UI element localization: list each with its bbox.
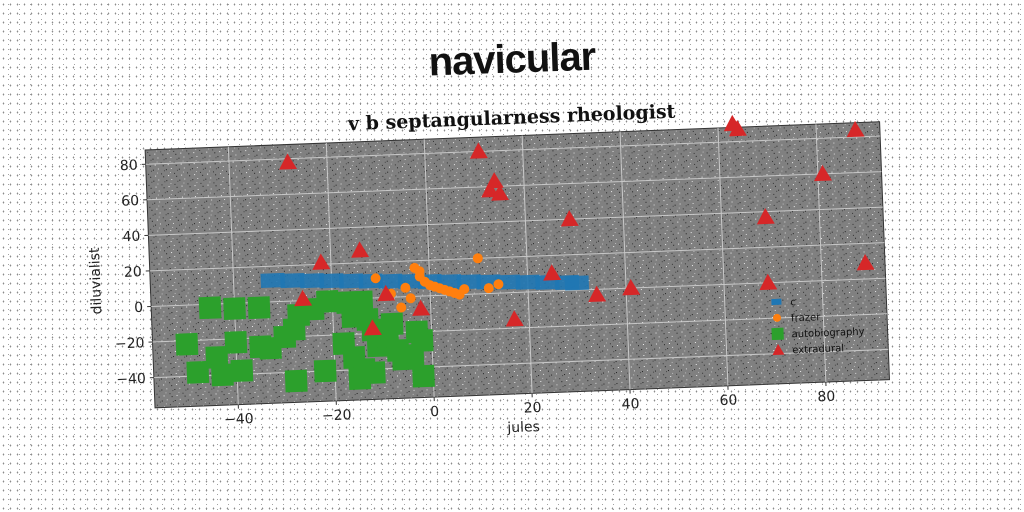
x-gridline	[717, 127, 729, 386]
x-tick-label: −20	[322, 407, 352, 424]
series-c-point	[338, 273, 364, 289]
legend-label: autobiography	[791, 327, 864, 341]
series-frazer-point	[414, 266, 425, 277]
x-axis-label: jules	[506, 419, 540, 436]
y-tick-label: −40	[116, 371, 146, 388]
x-tick-label: 20	[523, 400, 541, 417]
plot-area	[144, 121, 891, 409]
series-frazer-point	[493, 279, 504, 290]
series-extradural-point	[412, 299, 431, 316]
series-c-point	[260, 272, 285, 288]
y-tick-label: 20	[124, 264, 142, 281]
legend-marker-extradural	[772, 343, 785, 356]
series-autobiography-point	[247, 296, 271, 320]
series-autobiography-point	[223, 297, 246, 321]
series-frazer-point	[396, 302, 407, 313]
series-extradural-point	[279, 153, 298, 170]
y-gridline	[153, 348, 889, 379]
series-autobiography-point	[410, 329, 434, 352]
y-tick-label: −20	[115, 335, 145, 352]
y-tick-label: 80	[120, 158, 138, 175]
series-c-point	[280, 272, 305, 289]
series-extradural-point	[728, 120, 747, 137]
chart-title: v b septangularness rheologist	[347, 101, 676, 136]
y-tick-label: 60	[121, 193, 139, 210]
x-tick-label: 60	[719, 392, 737, 409]
series-extradural-point	[560, 210, 579, 227]
legend-marker-autobiography	[771, 327, 784, 341]
series-autobiography-point	[313, 359, 337, 383]
series-extradural-point	[312, 253, 331, 270]
x-tick-label: 40	[621, 396, 639, 413]
series-autobiography-point	[211, 363, 234, 387]
series-extradural-point	[588, 285, 607, 303]
series-frazer-point	[370, 273, 381, 284]
series-extradural-point	[294, 289, 313, 307]
series-extradural-point	[481, 181, 500, 198]
y-tick-label: 0	[134, 300, 144, 316]
series-extradural-point	[756, 207, 775, 225]
series-c-point	[378, 273, 403, 289]
series-extradural-point	[377, 284, 396, 302]
series-extradural-point	[505, 310, 524, 327]
legend-marker-c	[771, 298, 782, 306]
series-extradural-point	[469, 142, 488, 159]
series-autobiography-point	[362, 361, 386, 385]
x-tick-label: 0	[430, 404, 440, 420]
y-axis-label: diluvialist	[87, 247, 106, 315]
series-extradural-point	[622, 279, 641, 296]
legend-label: extradural	[792, 343, 844, 356]
chart-rotated-group: v b septangularness rheologist −40 −20 0 20 4…	[87, 101, 891, 436]
series-c-point	[299, 273, 325, 289]
series-autobiography-point	[224, 330, 248, 354]
series-autobiography-point	[412, 364, 435, 388]
series-frazer-point	[400, 282, 411, 293]
series-extradural-point	[846, 120, 865, 138]
series-c-point	[564, 275, 590, 291]
legend-label: c	[790, 297, 796, 308]
x-gridline	[815, 124, 827, 383]
series-autobiography-point	[284, 369, 308, 393]
series-autobiography-point	[350, 290, 374, 314]
y-tick-label: 40	[122, 229, 140, 246]
series-frazer-point	[472, 253, 483, 264]
x-gridline	[521, 135, 533, 394]
y-gridline	[147, 171, 882, 201]
x-tick-label: −40	[224, 411, 254, 428]
series-extradural-point	[814, 164, 832, 182]
series-extradural-point	[363, 319, 382, 336]
series-autobiography-point	[391, 347, 415, 371]
series-c-point	[515, 274, 541, 290]
series-extradural-point	[856, 254, 875, 271]
y-gridline	[149, 242, 885, 272]
legend-marker-frazer	[773, 313, 782, 322]
series-frazer-point	[459, 284, 470, 295]
series-extradural-point	[491, 184, 510, 201]
series-autobiography-point	[186, 360, 210, 384]
y-gridline	[148, 206, 883, 236]
series-autobiography-point	[175, 332, 199, 356]
series-autobiography-point	[230, 359, 254, 383]
legend-label: frazer	[791, 312, 822, 324]
series-c-point	[319, 273, 344, 289]
series-frazer-point	[483, 283, 494, 294]
series-extradural-point	[351, 241, 370, 258]
series-extradural-point	[543, 264, 562, 281]
series-autobiography-point	[380, 312, 404, 336]
series-extradural-point	[759, 273, 778, 291]
x-tick-label: 80	[817, 389, 835, 406]
series-autobiography-point	[205, 345, 229, 369]
x-gridline	[325, 143, 337, 401]
y-gridline	[145, 135, 881, 165]
x-gridline	[619, 131, 631, 390]
series-frazer-point	[405, 293, 416, 304]
x-gridline	[423, 139, 435, 398]
series-autobiography-point	[316, 290, 339, 313]
series-autobiography-point	[198, 296, 222, 320]
